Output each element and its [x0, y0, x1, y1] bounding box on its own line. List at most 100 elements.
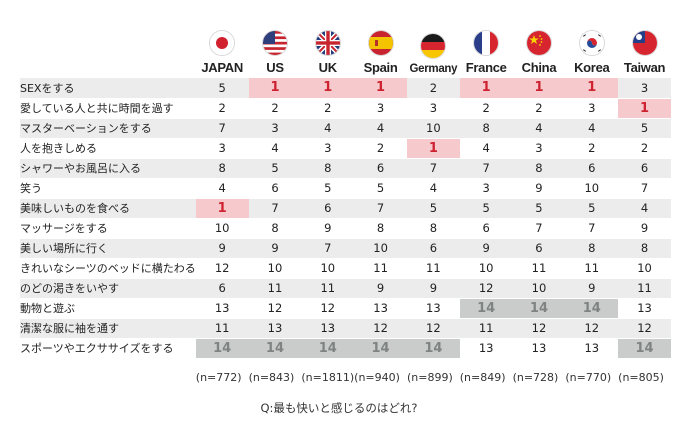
- rank-cell: 1: [195, 198, 249, 219]
- rank-cell: 9: [459, 238, 513, 259]
- rank-cell: 5: [354, 178, 407, 199]
- sample-size: (n=899): [406, 358, 460, 384]
- row-label: 笑う: [20, 178, 196, 199]
- table-row: 人を抱きしめる 3 4 3 2 1 4 3 2 2: [20, 138, 671, 159]
- country-header-row: JAPAN US: [20, 14, 671, 78]
- rank-cell: 11: [195, 318, 249, 339]
- rank-cell: 8: [354, 218, 407, 239]
- rank-cell: 8: [618, 238, 671, 259]
- rank-cell: 10: [512, 278, 566, 299]
- rank-cell: 14: [512, 298, 566, 319]
- rank-cell: 12: [512, 318, 566, 339]
- rank-cell: 14: [459, 298, 513, 319]
- rank-cell: 10: [354, 238, 407, 259]
- sample-size: (n=770): [565, 358, 619, 384]
- rank-cell: 3: [406, 98, 460, 119]
- rank-cell: 2: [512, 98, 566, 119]
- rank-cell: 1: [618, 98, 671, 119]
- rank-cell: 1: [354, 78, 407, 99]
- rank-cell: 1: [565, 78, 619, 99]
- survey-question: Q:最も快いと感じるのはどれ?: [260, 401, 418, 415]
- country-header-us: US: [249, 14, 302, 78]
- row-label: マッサージをする: [20, 218, 196, 239]
- ranking-table: JAPAN US: [20, 14, 671, 384]
- sample-size: (n=805): [618, 358, 671, 384]
- rank-cell: 2: [195, 98, 249, 119]
- country-name: Germany: [409, 63, 458, 75]
- rank-cell: 2: [459, 98, 513, 119]
- rank-cell: 6: [195, 278, 249, 299]
- rank-cell: 10: [459, 258, 513, 279]
- rank-cell: 7: [618, 178, 671, 199]
- rank-cell: 11: [618, 278, 671, 299]
- sample-size: (n=849): [459, 358, 513, 384]
- row-label: 愛している人と共に時間を過す: [20, 98, 196, 119]
- ranking-body: SEXをする 5 1 1 1 2 1 1 1 3 愛している人と共に時間を過す 2 2 2 3 3 2 2 3 1 マス…: [20, 78, 671, 359]
- table-row: マッサージをする 10 8 9 8 8 6 7 7 9: [20, 218, 671, 239]
- table-row: 笑う 4 6 5 5 4 3 9 10 7: [20, 178, 671, 199]
- country-header-korea: Korea: [565, 14, 618, 78]
- sample-size-row: (n=772) (n=843) (n=1811) (n=940) (n=899) (n=8…: [20, 358, 671, 384]
- rank-cell: 8: [512, 158, 566, 179]
- rank-cell: 13: [565, 338, 619, 359]
- rank-cell: 9: [618, 218, 671, 239]
- rank-cell: 4: [459, 138, 513, 159]
- rank-cell: 9: [406, 278, 460, 299]
- rank-cell: 11: [459, 318, 513, 339]
- rank-cell: 7: [512, 218, 566, 239]
- row-label: きれいなシーツのベッドに横たわる: [20, 258, 196, 279]
- row-label: 人を抱きしめる: [20, 138, 196, 159]
- rank-cell: 11: [301, 278, 355, 299]
- rank-cell: 5: [248, 158, 302, 179]
- rank-cell: 12: [406, 318, 460, 339]
- rank-cell: 2: [301, 98, 355, 119]
- rank-cell: 1: [248, 78, 302, 99]
- rank-cell: 7: [565, 218, 619, 239]
- rank-cell: 6: [512, 238, 566, 259]
- rank-cell: 9: [354, 278, 407, 299]
- rank-cell: 10: [618, 258, 671, 279]
- rank-cell: 9: [195, 238, 249, 259]
- rank-cell: 4: [354, 118, 407, 139]
- korea-flag-icon: [579, 31, 604, 55]
- rank-cell: 12: [248, 298, 302, 319]
- rank-cell: 13: [354, 298, 407, 319]
- rank-cell: 13: [301, 318, 355, 339]
- rank-cell: 11: [565, 258, 619, 279]
- rank-cell: 12: [301, 298, 355, 319]
- table-row: 動物と遊ぶ 13 12 12 13 13 14 14 14 13: [20, 298, 671, 319]
- row-label: 美しい場所に行く: [20, 238, 196, 259]
- rank-cell: 7: [301, 238, 355, 259]
- rank-cell: 14: [354, 338, 407, 359]
- country-name: Taiwan: [623, 60, 666, 75]
- rank-cell: 13: [406, 298, 460, 319]
- rank-cell: 1: [512, 78, 566, 99]
- rank-cell: 12: [618, 318, 671, 339]
- china-flag-icon: [526, 31, 551, 55]
- rank-cell: 11: [248, 278, 302, 299]
- rank-cell: 13: [459, 338, 513, 359]
- country-header-france: France: [460, 14, 513, 78]
- rank-cell: 11: [354, 258, 407, 279]
- rank-cell: 3: [248, 118, 302, 139]
- rank-cell: 11: [512, 258, 566, 279]
- row-label: SEXをする: [20, 78, 196, 99]
- rank-cell: 9: [512, 178, 566, 199]
- rank-cell: 7: [459, 158, 513, 179]
- rank-cell: 6: [354, 158, 407, 179]
- row-label: 清潔な服に袖を通す: [20, 318, 196, 339]
- rank-cell: 8: [459, 118, 513, 139]
- rank-cell: 10: [406, 118, 460, 139]
- sample-size: (n=772): [195, 358, 249, 384]
- rank-cell: 5: [459, 198, 513, 219]
- rank-cell: 10: [301, 258, 355, 279]
- taiwan-flag-icon: [632, 31, 657, 55]
- country-name: China: [521, 60, 557, 75]
- rank-cell: 13: [248, 318, 302, 339]
- row-label: のどの渇きをいやす: [20, 278, 196, 299]
- row-label: シャワーやお風呂に入る: [20, 158, 196, 179]
- rank-cell: 3: [512, 138, 566, 159]
- country-header-china: China: [513, 14, 566, 78]
- rank-cell: 7: [354, 198, 407, 219]
